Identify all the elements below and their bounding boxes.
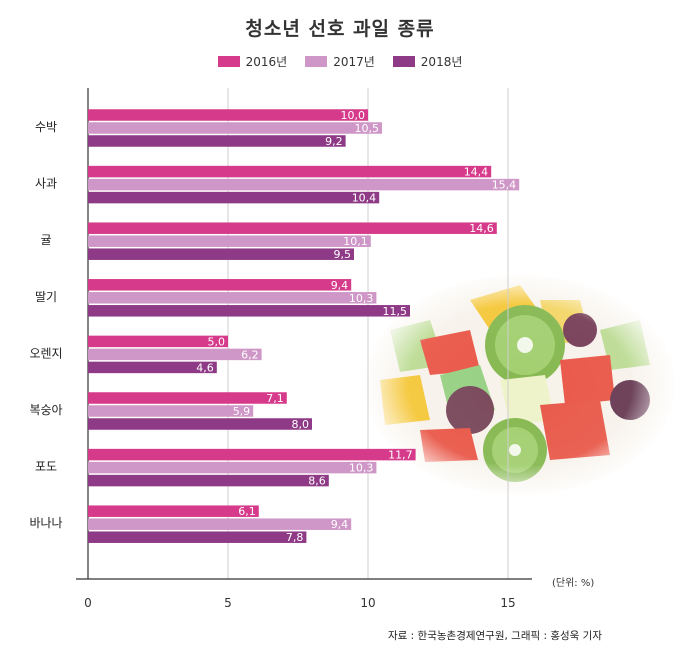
bar-value-label: 6,1 — [238, 505, 256, 518]
fruit-fade-overlay — [360, 270, 680, 500]
bar — [88, 165, 492, 178]
category-label: 사과 — [35, 177, 57, 191]
legend: 2016년 2017년 2018년 — [0, 53, 680, 70]
bar — [88, 505, 259, 517]
bar — [88, 222, 497, 234]
x-tick-label: 15 — [500, 596, 515, 610]
x-tick-label: 0 — [84, 596, 92, 610]
bar-value-label: 7,1 — [266, 392, 284, 405]
category-label: 딸기 — [35, 290, 57, 304]
bar — [88, 461, 377, 474]
bar — [88, 292, 377, 304]
x-tick-label: 10 — [360, 596, 375, 610]
legend-swatch-2018 — [392, 56, 415, 67]
bar — [88, 109, 368, 121]
bar-value-label: 10,3 — [349, 292, 374, 305]
bar-value-label: 6,2 — [241, 348, 259, 361]
category-label: 바나나 — [29, 516, 62, 530]
bar-value-label: 11,5 — [383, 305, 408, 318]
bar — [88, 178, 520, 191]
bar-value-label: 10,0 — [341, 109, 366, 122]
category-label: 오렌지 — [29, 346, 62, 360]
bar — [88, 405, 254, 417]
legend-swatch-2016 — [217, 56, 240, 67]
bar — [88, 361, 217, 374]
bar-value-label: 7,8 — [286, 531, 304, 544]
bar-value-label: 10,5 — [355, 122, 380, 135]
category-label: 수박 — [35, 120, 57, 134]
bar-value-label: 8,0 — [292, 418, 310, 431]
bar-value-label: 5,0 — [208, 335, 226, 348]
bar — [88, 448, 416, 461]
legend-label-2016: 2016년 — [245, 55, 288, 69]
bar — [88, 348, 262, 361]
bar-value-label: 9,2 — [325, 135, 343, 148]
bar — [88, 191, 380, 204]
x-tick-label: 5 — [224, 596, 232, 610]
category-label: 포도 — [35, 460, 57, 474]
category-label: 귤 — [40, 233, 51, 247]
category-label: 복숭아 — [29, 403, 62, 417]
unit-label: (단위: %) — [552, 578, 595, 589]
bar-value-label: 15,4 — [492, 179, 517, 192]
bar-value-label: 5,9 — [233, 405, 251, 418]
bar-value-label: 9,4 — [331, 279, 349, 292]
bar — [88, 122, 382, 134]
bar — [88, 135, 346, 147]
legend-item-2017: 2017년 — [305, 53, 375, 70]
bar — [88, 279, 352, 291]
bar-value-label: 10,1 — [343, 235, 368, 248]
legend-item-2016: 2016년 — [217, 53, 288, 70]
legend-label-2018: 2018년 — [420, 55, 463, 69]
legend-label-2017: 2017년 — [333, 55, 375, 69]
bar — [88, 248, 354, 260]
bar-value-label: 14,4 — [464, 166, 489, 179]
chart-title: 청소년 선호 과일 종류 — [245, 18, 435, 40]
legend-item-2018: 2018년 — [392, 53, 463, 70]
bar-value-label: 10,4 — [352, 192, 377, 205]
bar-value-label: 8,6 — [308, 475, 326, 488]
bar-value-label: 14,6 — [469, 222, 494, 235]
bar-value-label: 4,6 — [196, 361, 214, 374]
bar-value-label: 9,5 — [334, 248, 352, 261]
bar-value-label: 9,4 — [331, 518, 349, 531]
legend-swatch-2017 — [305, 56, 328, 67]
bar — [88, 518, 352, 530]
source-credit: 자료 : 한국농촌경제연구원, 그래픽 : 홍성욱 기자 — [388, 630, 602, 642]
bar — [88, 235, 371, 247]
bar — [88, 392, 287, 404]
bar — [88, 305, 410, 317]
fruit-salad-image — [360, 270, 680, 500]
bar-value-label: 11,7 — [388, 449, 413, 462]
bar — [88, 531, 307, 543]
bar — [88, 418, 312, 430]
bar — [88, 335, 228, 348]
bar — [88, 474, 329, 487]
bar-value-label: 10,3 — [349, 462, 374, 475]
